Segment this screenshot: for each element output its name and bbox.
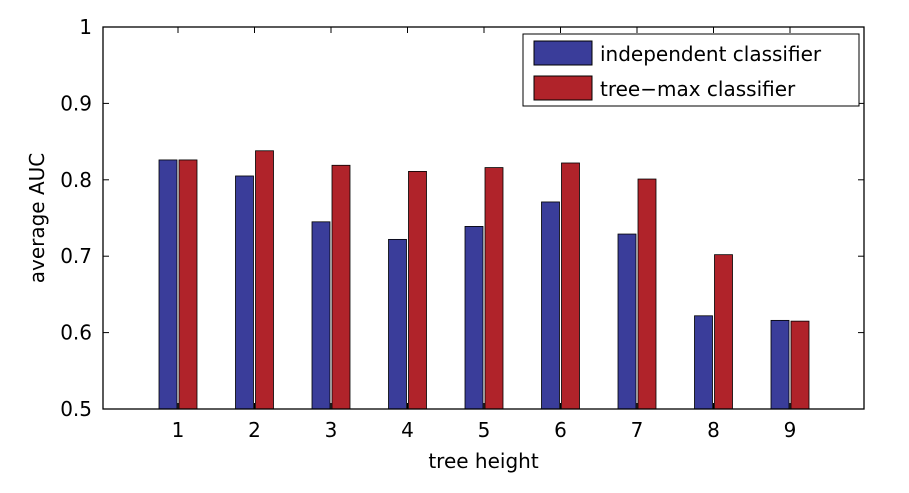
legend-swatch-tree-max — [533, 75, 593, 101]
legend-label-tree-max: tree−max classifier — [600, 77, 796, 101]
bar-tree-max-3 — [331, 164, 351, 410]
x-tick-label-1: 1 — [172, 418, 185, 442]
x-axis-label: tree height — [428, 449, 539, 473]
x-tick-label-8: 8 — [707, 418, 720, 442]
x-tick-label-5: 5 — [478, 418, 491, 442]
bar-tree-max-9 — [790, 320, 810, 410]
bar-independent-2 — [235, 175, 254, 410]
bar-tree-max-1 — [178, 159, 198, 410]
x-tick-label-2: 2 — [248, 418, 261, 442]
x-tick-label-9: 9 — [784, 418, 797, 442]
y-tick-label-2: 0.7 — [60, 244, 92, 268]
y-tick-label-0: 0.5 — [60, 397, 92, 421]
bar-independent-7 — [617, 233, 637, 410]
bar-tree-max-5 — [484, 167, 504, 410]
bar-independent-4 — [388, 238, 407, 410]
y-tick-label-1: 0.6 — [60, 321, 92, 345]
ticks-group: 1 2 3 4 5 6 7 8 9 0.5 0.6 0.7 0.8 0.9 1 — [60, 15, 864, 442]
x-tick-label-6: 6 — [554, 418, 567, 442]
y-tick-label-3: 0.8 — [60, 168, 92, 192]
bars-group — [158, 150, 810, 410]
x-tick-label-7: 7 — [631, 418, 644, 442]
y-tick-label-4: 0.9 — [60, 91, 92, 115]
bar-independent-8 — [694, 315, 713, 410]
bar-tree-max-4 — [408, 170, 427, 410]
bar-independent-6 — [541, 201, 560, 410]
bar-tree-max-8 — [714, 254, 733, 410]
bar-independent-5 — [464, 226, 484, 410]
y-tick-label-5: 1 — [79, 15, 92, 39]
bar-tree-max-7 — [637, 178, 657, 410]
bar-tree-max-6 — [561, 162, 580, 410]
legend: independent classifier tree−max classifi… — [522, 33, 860, 107]
bar-independent-9 — [770, 319, 790, 410]
x-tick-label-3: 3 — [325, 418, 338, 442]
x-tick-label-4: 4 — [401, 418, 414, 442]
y-axis-label: average AUC — [25, 153, 49, 284]
bar-independent-3 — [311, 221, 331, 410]
bar-tree-max-2 — [255, 150, 274, 410]
legend-label-independent: independent classifier — [600, 42, 822, 66]
bar-independent-1 — [158, 159, 178, 410]
legend-swatch-independent — [533, 40, 593, 66]
